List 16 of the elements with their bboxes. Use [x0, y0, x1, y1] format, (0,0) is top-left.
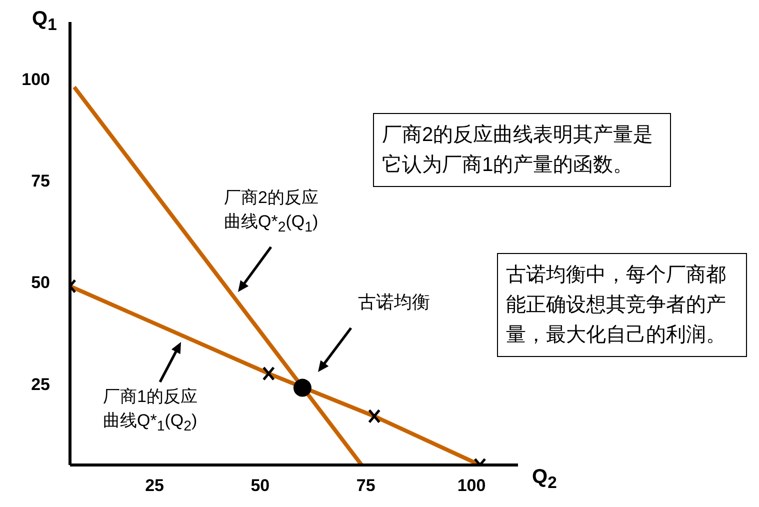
y-tick-label: 25: [31, 374, 50, 394]
x-tick-label: 25: [145, 476, 164, 496]
y-axis-title: Q$_{1}$: [32, 8, 57, 35]
annotation: 厂商2的反应曲线表明其产量是它认为厂商1的产量的函数。: [373, 113, 671, 187]
x-tick-label: 75: [356, 476, 376, 496]
annotation: 古诺均衡: [358, 291, 431, 314]
annotation: 古诺均衡中，每个厂商都能正确设想其竞争者的产量，最大化自己的利润。: [497, 253, 747, 357]
y-tick-label: 75: [31, 172, 50, 191]
legend-label: 厂商1的反应曲线Q*$_{1}$(Q$_{2}$): [103, 386, 198, 436]
point: [293, 378, 312, 397]
y-tick-label: 100: [22, 70, 50, 89]
y-tick-label: 50: [31, 273, 50, 292]
series-label: 厂商2的反应曲线Q*$_{2}$(Q$_{1}$): [224, 187, 320, 238]
x-tick-label: 50: [250, 476, 270, 496]
x-tick-label: 100: [457, 476, 486, 496]
x-axis-title: Q$_{2}$: [532, 466, 557, 493]
